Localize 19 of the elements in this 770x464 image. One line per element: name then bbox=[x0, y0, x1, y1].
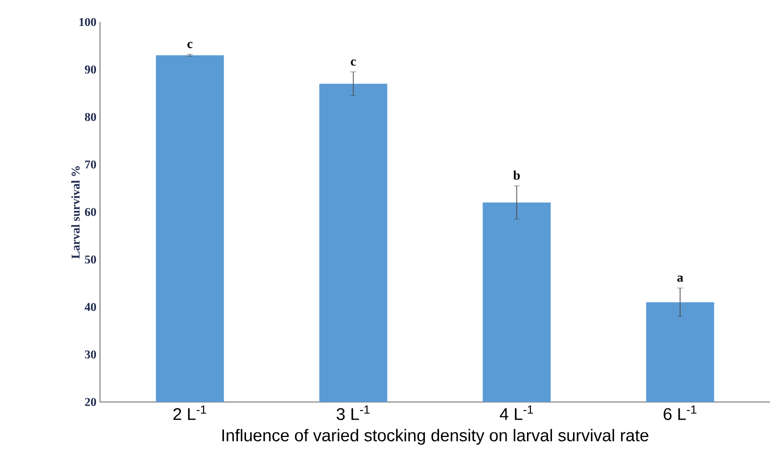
y-tick-label: 30 bbox=[84, 350, 96, 359]
annotation: c bbox=[350, 59, 356, 66]
y-tick-label: 20 bbox=[85, 398, 96, 406]
y-tick-label: 50 bbox=[85, 255, 96, 264]
annotation: c bbox=[187, 42, 192, 48]
x-tick-label: 4 L$^{-1}$ bbox=[500, 406, 533, 420]
y-tick-label: 80 bbox=[84, 112, 96, 122]
x-tick-label: 6 L$^{-1}$ bbox=[664, 406, 696, 420]
annotation: a bbox=[677, 276, 684, 282]
x-axis-title: Influence of varied stocking density on larval survival rate bbox=[222, 428, 648, 445]
y-tick-label: 90 bbox=[84, 65, 96, 74]
x-tick-label: 2 L$^{-1}$ bbox=[173, 406, 206, 420]
y-tick-label: 70 bbox=[85, 160, 96, 169]
y-tick-label: 60 bbox=[84, 208, 96, 216]
y-axis-title: Larval survival % bbox=[71, 166, 80, 259]
y-tick-label: 40 bbox=[84, 302, 96, 312]
y-tick-label: 100 bbox=[80, 18, 96, 26]
x-tick-label: 3 L$^{-1}$ bbox=[336, 406, 370, 420]
annotation: b bbox=[513, 170, 520, 180]
